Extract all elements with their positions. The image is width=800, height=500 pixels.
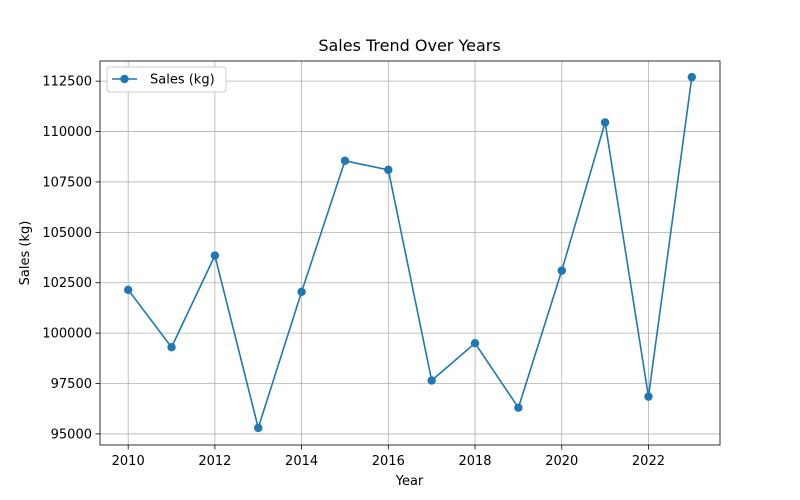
data-point xyxy=(644,392,653,401)
data-point xyxy=(254,423,263,433)
data-point xyxy=(427,376,436,385)
data-point xyxy=(470,339,480,348)
data-point xyxy=(210,251,220,260)
x-tick-label: 2014 xyxy=(285,454,318,469)
data-point xyxy=(340,156,350,165)
x-tick-label: 2012 xyxy=(198,454,231,469)
y-tick-label: 102500 xyxy=(42,276,92,291)
y-tick-label: 107500 xyxy=(42,175,92,190)
y-axis-label: Sales (kg) xyxy=(18,221,33,286)
series-layer xyxy=(123,72,697,433)
x-tick-label: 2010 xyxy=(112,454,145,469)
y-tick-label: 112500 xyxy=(42,75,92,90)
x-tick-label: 2020 xyxy=(545,454,578,469)
axes xyxy=(95,60,721,450)
data-point xyxy=(123,285,133,294)
x-axis-label: Year xyxy=(395,474,424,489)
grid-lines xyxy=(100,61,720,445)
legend-box xyxy=(106,66,227,93)
x-tick-label: 2016 xyxy=(372,454,405,469)
y-tick-label: 105000 xyxy=(42,226,92,241)
y-tick-label: 95000 xyxy=(51,427,92,442)
legend-label: Sales (kg) xyxy=(150,73,215,88)
x-tick-label: 2022 xyxy=(632,454,665,469)
data-point xyxy=(384,165,393,175)
data-point xyxy=(297,287,306,297)
chart-title: Sales Trend Over Years xyxy=(318,36,500,55)
data-point xyxy=(514,403,523,412)
x-tick-label: 2018 xyxy=(458,454,491,469)
y-tick-label: 110000 xyxy=(42,125,92,140)
y-tick-label: 100000 xyxy=(42,327,92,342)
plot-frame xyxy=(99,60,721,446)
data-point xyxy=(167,343,176,352)
legend-marker xyxy=(120,74,129,84)
legend: Sales (kg) xyxy=(106,66,227,93)
data-point xyxy=(557,266,566,275)
data-point xyxy=(687,72,697,82)
data-point xyxy=(600,118,610,127)
series-line xyxy=(127,77,693,429)
y-tick-label: 97500 xyxy=(51,377,92,392)
tick-labels: 2010 2012 2014 2016 2018 2020 2022 95000 97500 10… xyxy=(42,75,665,469)
